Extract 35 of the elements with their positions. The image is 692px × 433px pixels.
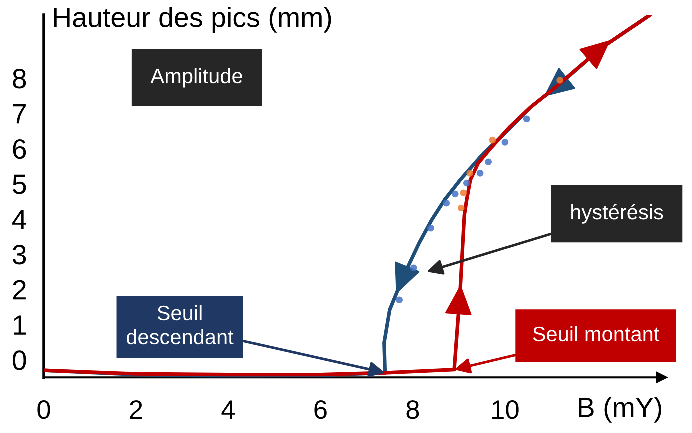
point [410,264,418,272]
y-tick-label: 4 [12,210,27,230]
y-tick-label: 0 [12,350,26,370]
x-tick-label: 2 [130,400,142,419]
annotation: Amplitude [150,68,242,88]
point [464,180,470,187]
point [466,170,474,177]
y-tick-label: 3 [12,245,26,265]
y-axis-title: Hauteur des pics (mm) [54,7,332,33]
y-tick-label: 6 [13,139,26,160]
point [428,224,434,232]
y-tick-label: 5 [12,174,26,194]
point [460,190,468,197]
y-tick-label: 8 [13,69,26,89]
point [396,296,403,304]
point [476,170,484,177]
x-axis-title: B (mY) [579,397,662,423]
y-tick-label: 1 [14,316,26,335]
point [452,190,459,198]
y-tick-label: 7 [13,104,26,124]
point [485,158,492,166]
x-tick-label: 4 [222,400,236,419]
x-tick-label: 10 [492,400,519,420]
point [443,200,450,207]
annotation: hystérésis [572,204,664,224]
point [489,136,496,144]
annotation: Seuil montant [533,326,660,342]
y-tick-label: 2 [13,280,26,300]
point [502,139,509,146]
point [523,116,530,123]
x-tick-label: 0 [38,400,50,420]
point [458,204,465,212]
annotation: Seuil descendant [127,305,234,345]
x-tick-label: 6 [314,400,327,420]
x-tick-label: 8 [406,400,420,420]
